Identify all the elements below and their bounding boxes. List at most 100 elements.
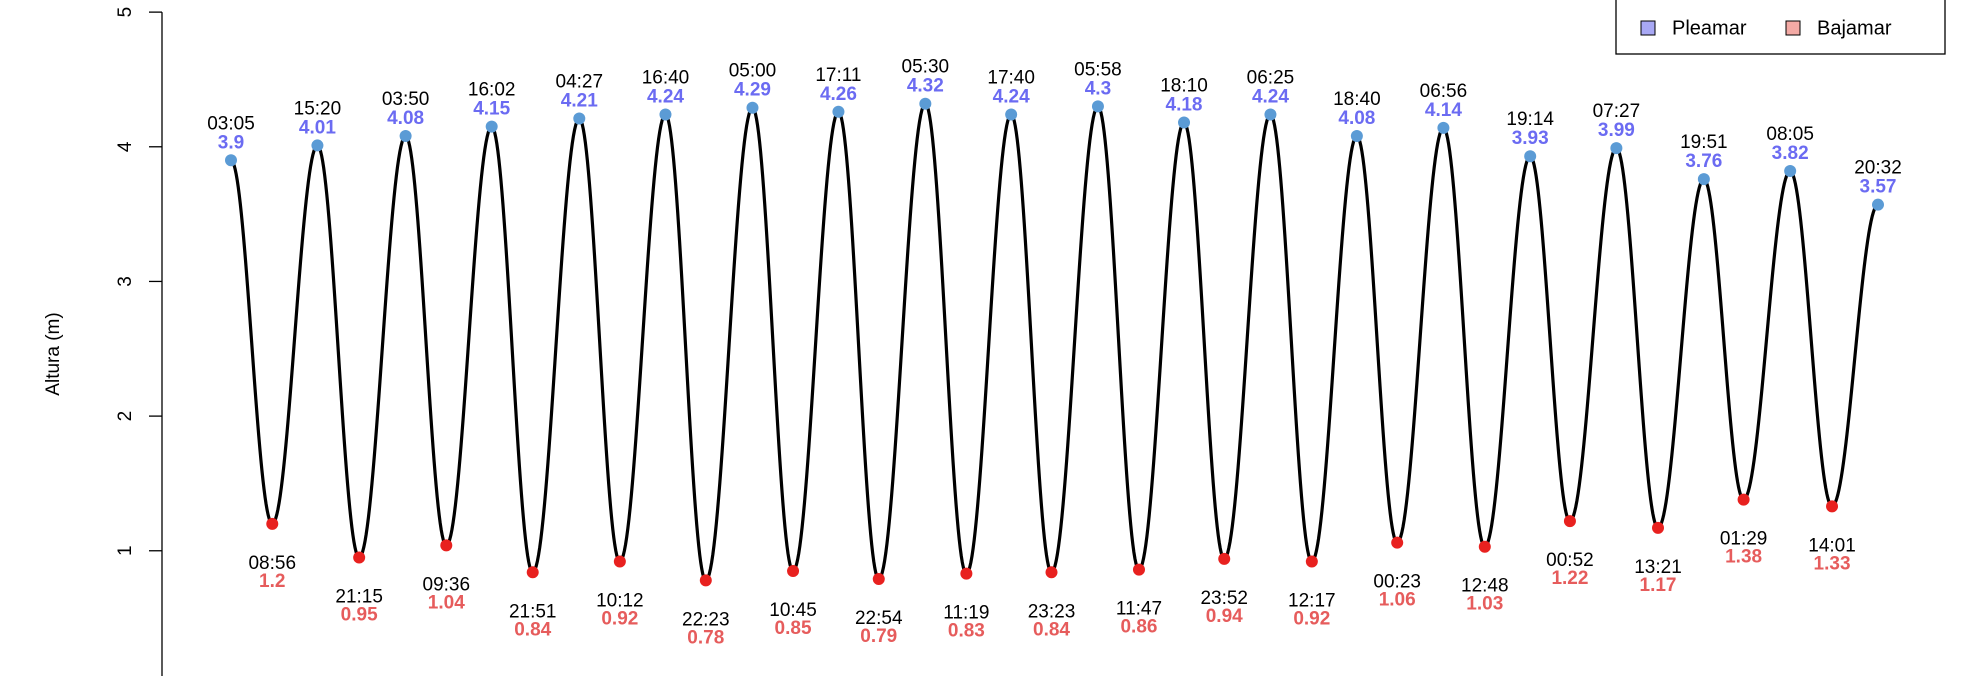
- time-label: 06:25: [1247, 67, 1295, 88]
- value-label: 4.15: [473, 99, 510, 120]
- high-tide-point: [1264, 108, 1277, 121]
- value-label: 1.06: [1379, 590, 1416, 611]
- time-label: 21:15: [335, 587, 383, 608]
- value-label: 3.99: [1598, 120, 1635, 141]
- value-label: 4.24: [647, 86, 684, 107]
- time-label: 05:58: [1074, 59, 1122, 80]
- legend-swatch: [1640, 20, 1656, 36]
- high-tide-point: [225, 154, 237, 167]
- time-label: 00:52: [1546, 550, 1594, 571]
- value-label: 0.78: [687, 627, 724, 648]
- value-label: 3.57: [1860, 177, 1897, 198]
- value-label: 4.24: [1252, 86, 1289, 107]
- tide-curve: [1742, 169, 1791, 502]
- value-label: 3.93: [1512, 128, 1549, 149]
- high-tide-point: [1350, 130, 1363, 143]
- high-tide-point: [399, 130, 412, 143]
- time-label: 03:50: [382, 89, 430, 110]
- value-label: 4.32: [907, 76, 944, 97]
- tide-curve: [1269, 113, 1313, 563]
- value-label: 1.2: [259, 571, 285, 592]
- value-label: 4.08: [1338, 108, 1375, 129]
- value-label: 3.9: [218, 132, 244, 153]
- value-label: 4.01: [299, 117, 336, 138]
- high-tide-point: [1872, 198, 1884, 211]
- low-tide-point: [699, 574, 712, 587]
- tide-curve: [1010, 113, 1053, 574]
- value-label: 4.3: [1085, 78, 1111, 99]
- tide-curve: [358, 134, 407, 559]
- low-tide-point: [440, 539, 453, 552]
- legend-label: Bajamar: [1817, 17, 1892, 39]
- time-label: 10:12: [596, 591, 644, 612]
- low-tide-point: [353, 551, 366, 564]
- time-label: 19:51: [1680, 132, 1728, 153]
- low-tide-point: [1132, 563, 1145, 576]
- time-label: 12:48: [1461, 576, 1509, 597]
- y-tick-label: 2: [115, 411, 136, 422]
- tide-curve: [751, 106, 794, 573]
- y-tick-label: 3: [115, 276, 136, 287]
- tide-curve: [1529, 154, 1571, 523]
- time-label: 08:56: [248, 553, 296, 574]
- tide-curve: [1615, 146, 1659, 530]
- high-tide-point: [746, 101, 759, 114]
- tide-curve: [578, 117, 621, 563]
- low-tide-point: [1652, 521, 1665, 534]
- value-label: 0.92: [601, 609, 638, 630]
- high-tide-point: [919, 97, 932, 110]
- tide-curve: [316, 144, 361, 559]
- legend-box: [1615, 0, 1946, 55]
- tide-curve: [924, 102, 968, 575]
- tide-curve: [1183, 121, 1226, 561]
- time-label: 16:40: [642, 67, 690, 88]
- time-label: 04:27: [556, 72, 604, 93]
- tide-curve: [664, 113, 707, 582]
- high-tide-point: [1437, 121, 1450, 134]
- tide-curve: [1223, 113, 1272, 561]
- value-label: 4.26: [820, 84, 857, 105]
- high-tide-point: [311, 139, 324, 152]
- high-tide-point: [1178, 116, 1191, 129]
- value-label: 0.84: [1033, 619, 1070, 640]
- time-label: 13:21: [1634, 557, 1682, 578]
- tide-curve: [619, 113, 667, 563]
- tide-curve: [877, 102, 927, 581]
- time-label: 22:23: [682, 609, 730, 630]
- time-label: 19:14: [1506, 109, 1554, 130]
- value-label: 0.83: [948, 621, 985, 642]
- value-label: 1.38: [1725, 547, 1762, 568]
- tide-curve: [1703, 177, 1745, 502]
- low-tide-point: [872, 573, 885, 586]
- time-label: 14:01: [1808, 535, 1856, 556]
- y-axis-label: Altura (m): [43, 312, 64, 395]
- value-label: 3.76: [1685, 151, 1722, 172]
- value-label: 4.08: [387, 108, 424, 129]
- time-label: 11:47: [1116, 599, 1162, 620]
- tide-curve: [531, 117, 581, 574]
- tide-curve: [1311, 134, 1358, 563]
- high-tide-point: [485, 120, 498, 133]
- value-label: 4.18: [1166, 95, 1203, 116]
- time-label: 05:00: [729, 61, 777, 82]
- tide-curve: [1138, 121, 1185, 571]
- time-label: 00:23: [1373, 572, 1421, 593]
- legend-label: Pleamar: [1672, 17, 1747, 39]
- tide-curve: [1356, 134, 1399, 545]
- tide-curve: [1789, 169, 1833, 508]
- low-tide-point: [526, 566, 539, 579]
- value-label: 1.03: [1466, 594, 1503, 615]
- low-tide-point: [613, 555, 626, 568]
- high-tide-point: [1610, 142, 1623, 155]
- time-label: 21:51: [509, 601, 557, 622]
- time-label: 22:54: [855, 608, 903, 629]
- value-label: 1.33: [1814, 553, 1851, 574]
- high-tide-point: [1784, 165, 1797, 178]
- high-tide-point: [1697, 173, 1710, 186]
- time-label: 09:36: [423, 574, 471, 595]
- tide-curve: [837, 110, 880, 581]
- time-label: 15:20: [294, 98, 342, 119]
- tide-curve: [1831, 203, 1879, 508]
- high-tide-point: [1005, 108, 1018, 121]
- high-tide-point: [573, 112, 586, 125]
